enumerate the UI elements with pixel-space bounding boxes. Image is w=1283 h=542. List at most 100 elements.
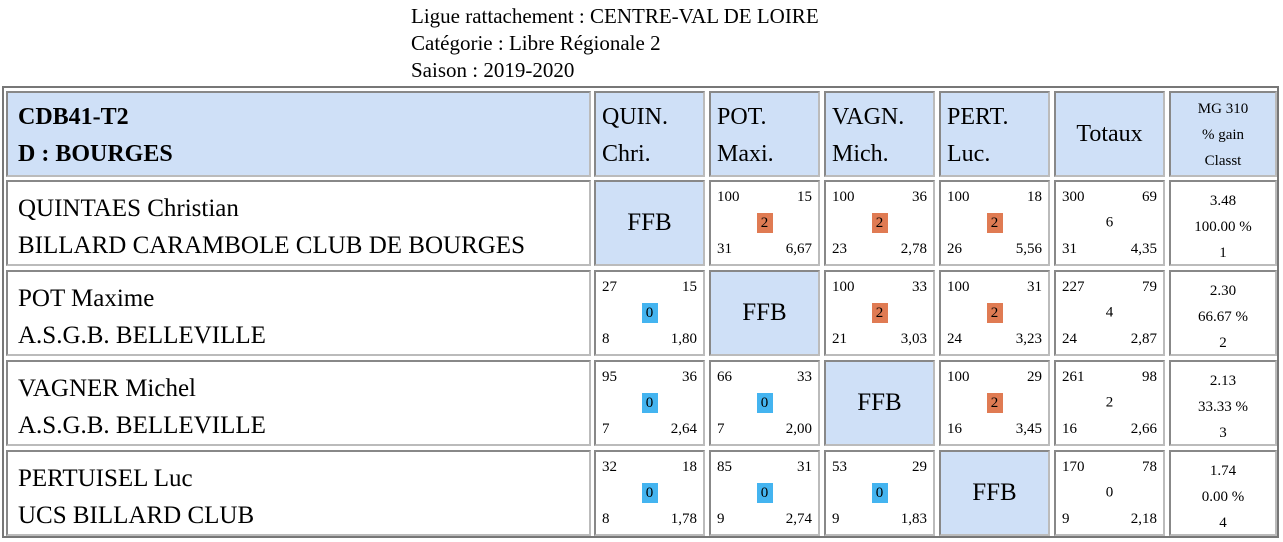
average: 6,67 [785, 241, 812, 257]
average: 3,45 [1015, 421, 1042, 437]
best-series: 7 [602, 421, 610, 437]
mg-value: 2.30 [1209, 283, 1237, 299]
total-match-points: 0 [1105, 484, 1114, 501]
column-header-quintaes: QUIN. Chri. [594, 91, 705, 177]
average: 2,64 [670, 421, 697, 437]
self-match-cell: FFB [594, 180, 705, 266]
loss-badge: 0 [756, 483, 773, 503]
player-name: VAGNER Michel [18, 375, 197, 402]
ffb-label: FFB [857, 389, 902, 416]
player-name: PERTUISEL Luc [18, 465, 193, 492]
self-match-cell: FFB [824, 360, 935, 446]
column-header-pot: POT. Maxi. [709, 91, 820, 177]
mg-value: 1.74 [1209, 463, 1237, 479]
total-innings: 79 [1142, 279, 1157, 295]
column-header-pertuisel: PERT. Luc. [939, 91, 1050, 177]
general-average: 2,87 [1130, 331, 1157, 347]
innings: 15 [797, 189, 812, 205]
totals-cell: 261 98 2 16 2,66 [1054, 360, 1165, 446]
average: 3,03 [900, 331, 927, 347]
average: 5,56 [1015, 241, 1042, 257]
innings: 18 [682, 459, 697, 475]
match-result-cell: 100 33 2 21 3,03 [824, 270, 935, 356]
total-match-points: 4 [1105, 304, 1114, 321]
best-series: 8 [602, 511, 610, 527]
average: 3,23 [1015, 331, 1042, 347]
loss-badge: 0 [871, 483, 888, 503]
match-result-cell: 66 33 0 7 2,00 [709, 360, 820, 446]
innings: 36 [682, 369, 697, 385]
average: 1,83 [900, 511, 927, 527]
points-scored: 53 [832, 459, 847, 475]
total-innings: 98 [1142, 369, 1157, 385]
gain-percent: 33.33 % [1198, 399, 1248, 415]
total-points: 300 [1062, 189, 1085, 205]
points-scored: 27 [602, 279, 617, 295]
points-scored: 100 [717, 189, 740, 205]
win-badge: 2 [871, 213, 888, 233]
ffb-label: FFB [972, 479, 1017, 506]
win-badge: 2 [756, 213, 773, 233]
match-result-cell: 100 29 2 16 3,45 [939, 360, 1050, 446]
competition-header: Ligue rattachement : CENTRE-VAL DE LOIRE… [411, 3, 819, 84]
points-scored: 100 [947, 369, 970, 385]
average: 1,80 [670, 331, 697, 347]
match-result-cell: 100 31 2 24 3,23 [939, 270, 1050, 356]
poule-location: D : BOURGES [18, 141, 173, 167]
best-series: 23 [832, 241, 847, 257]
player-cell: QUINTAES Christian BILLARD CARAMBOLE CLUB… [6, 180, 591, 266]
best-series: 8 [602, 331, 610, 347]
total-innings: 78 [1142, 459, 1157, 475]
loss-badge: 0 [641, 393, 658, 413]
best-series-total: 16 [1062, 421, 1077, 437]
total-match-points: 2 [1105, 394, 1114, 411]
category-line: Catégorie : Libre Régionale 2 [411, 31, 661, 55]
points-scored: 100 [947, 279, 970, 295]
gain-percent: 0.00 % [1201, 489, 1245, 505]
mg-header: MG 310 % gain Classt [1169, 91, 1277, 177]
points-scored: 100 [947, 189, 970, 205]
total-innings: 69 [1142, 189, 1157, 205]
league-line: Ligue rattachement : CENTRE-VAL DE LOIRE [411, 4, 819, 28]
points-scored: 85 [717, 459, 732, 475]
total-match-points: 6 [1105, 214, 1114, 231]
totals-header: Totaux [1054, 91, 1165, 177]
match-result-cell: 32 18 0 8 1,78 [594, 450, 705, 536]
match-result-cell: 85 31 0 9 2,74 [709, 450, 820, 536]
total-points: 261 [1062, 369, 1085, 385]
best-series: 16 [947, 421, 962, 437]
points-scored: 32 [602, 459, 617, 475]
innings: 31 [1027, 279, 1042, 295]
player-cell: VAGNER Michel A.S.G.B. BELLEVILLE [6, 360, 591, 446]
average: 2,00 [785, 421, 812, 437]
innings: 18 [1027, 189, 1042, 205]
match-result-cell: 100 18 2 26 5,56 [939, 180, 1050, 266]
ffb-label: FFB [742, 299, 787, 326]
gain-percent: 100.00 % [1194, 219, 1252, 235]
mg-value: 2.13 [1209, 373, 1237, 389]
player-name: QUINTAES Christian [18, 195, 239, 222]
totals-cell: 170 78 0 9 2,18 [1054, 450, 1165, 536]
win-badge: 2 [871, 303, 888, 323]
table-title-cell: CDB41-T2 D : BOURGES [6, 91, 591, 177]
best-series-total: 31 [1062, 241, 1077, 257]
player-club: BILLARD CARAMBOLE CLUB DE BOURGES [18, 232, 525, 259]
totals-cell: 227 79 4 24 2,87 [1054, 270, 1165, 356]
innings: 15 [682, 279, 697, 295]
innings: 29 [1027, 369, 1042, 385]
player-club: A.S.G.B. BELLEVILLE [18, 322, 266, 349]
poule-code: CDB41-T2 [18, 104, 129, 130]
ranking-cell: 2.30 66.67 % 2 [1169, 270, 1277, 356]
results-table [2, 86, 1279, 538]
self-match-cell: FFB [939, 450, 1050, 536]
average: 2,78 [900, 241, 927, 257]
player-name: POT Maxime [18, 285, 155, 312]
totals-cell: 300 69 6 31 4,35 [1054, 180, 1165, 266]
total-points: 227 [1062, 279, 1085, 295]
innings: 33 [912, 279, 927, 295]
ranking-cell: 3.48 100.00 % 1 [1169, 180, 1277, 266]
points-scored: 100 [832, 279, 855, 295]
points-scored: 66 [717, 369, 732, 385]
average: 2,74 [785, 511, 812, 527]
best-series: 9 [717, 511, 725, 527]
